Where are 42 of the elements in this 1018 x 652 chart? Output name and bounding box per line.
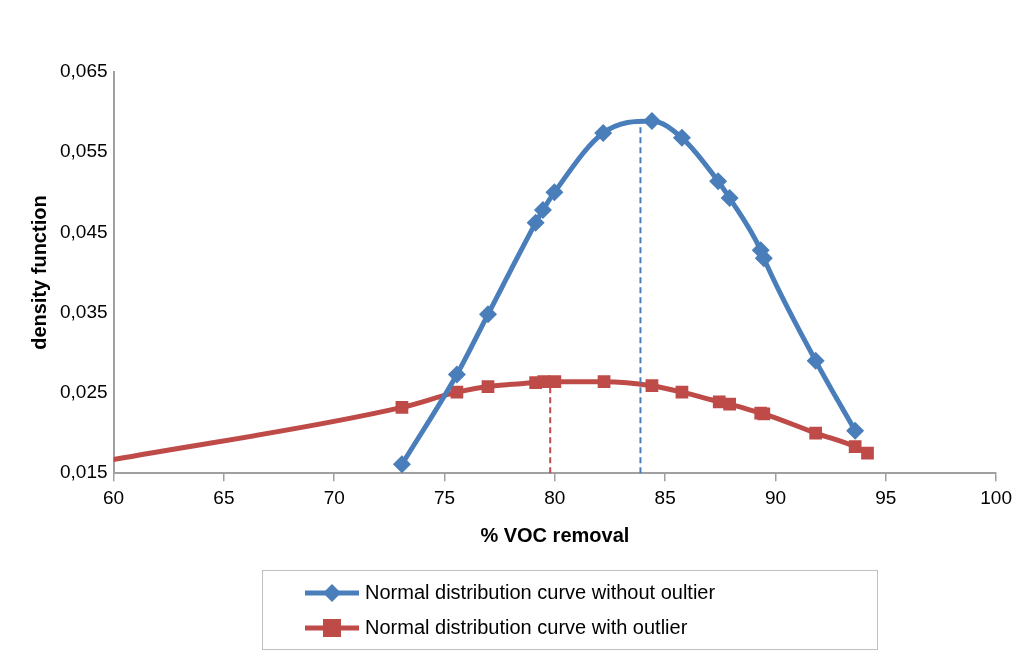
point [392,455,411,474]
point [545,183,564,202]
point [450,385,464,399]
point [846,421,865,440]
x-tick-label: 95 [875,486,897,508]
point [533,201,552,220]
point [709,172,728,191]
y-tick-label: 0,065 [60,60,108,82]
x-tick-label: 85 [654,486,676,508]
point [675,385,689,399]
point [526,213,545,232]
y-tick-label: 0,045 [60,220,108,242]
x-tick-label: 90 [764,486,787,508]
y-tick-label: 0,035 [60,300,108,322]
y-tick-label: 0,055 [60,140,108,162]
legend-label: Normal distribution curve with outlier [365,616,688,639]
point [645,379,659,393]
point [594,123,613,142]
point [723,397,736,411]
point [861,446,874,460]
y-tick-label: 0,015 [60,461,108,483]
x-tick-label: 100 [980,486,1012,508]
legend-label: Normal distribution curve without oultier [365,581,716,604]
point [481,380,495,393]
x-tick-label: 60 [102,486,125,508]
y-tick-label: 0,025 [60,381,108,403]
point [809,426,823,440]
point [395,401,409,414]
point [478,305,497,324]
x-tick-label: 70 [323,486,345,508]
x-axis-title: % VOC removal [480,523,630,546]
y-axis-title: density function [27,195,50,350]
point [672,128,691,147]
x-tick-label: 80 [544,486,566,508]
point [848,440,862,454]
point [548,375,562,389]
point [720,188,739,207]
x-tick-label: 75 [433,486,456,508]
point [447,365,466,384]
point [597,375,611,389]
point [806,351,825,370]
x-tick-label: 65 [213,486,235,508]
